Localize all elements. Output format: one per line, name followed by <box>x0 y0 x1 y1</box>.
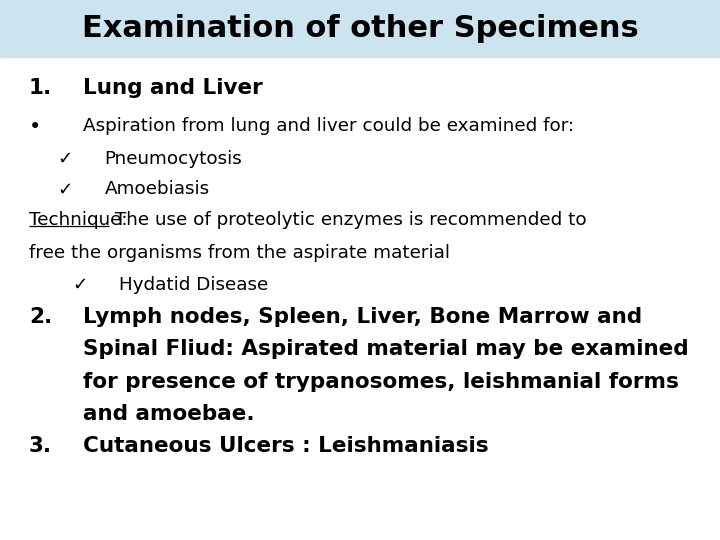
Text: and amoebae.: and amoebae. <box>83 404 254 424</box>
Text: 3.: 3. <box>29 436 52 456</box>
Text: Lymph nodes, Spleen, Liver, Bone Marrow and: Lymph nodes, Spleen, Liver, Bone Marrow … <box>83 307 642 327</box>
Text: Technique:: Technique: <box>29 211 127 229</box>
Text: Pneumocytosis: Pneumocytosis <box>104 150 242 167</box>
Text: Aspiration from lung and liver could be examined for:: Aspiration from lung and liver could be … <box>83 117 574 135</box>
Text: ✓: ✓ <box>58 180 73 198</box>
FancyBboxPatch shape <box>0 0 720 57</box>
Text: Lung and Liver: Lung and Liver <box>83 78 263 98</box>
Text: Hydatid Disease: Hydatid Disease <box>119 276 268 294</box>
Text: ✓: ✓ <box>58 150 73 167</box>
Text: 2.: 2. <box>29 307 52 327</box>
Text: for presence of trypanosomes, leishmanial forms: for presence of trypanosomes, leishmania… <box>83 372 679 392</box>
Text: ✓: ✓ <box>72 276 87 294</box>
Text: Examination of other Specimens: Examination of other Specimens <box>81 14 639 43</box>
Text: Amoebiasis: Amoebiasis <box>104 180 210 198</box>
Text: 1.: 1. <box>29 78 52 98</box>
Text: The use of proteolytic enzymes is recommended to: The use of proteolytic enzymes is recomm… <box>109 211 587 229</box>
Text: •: • <box>29 117 41 137</box>
Text: free the organisms from the aspirate material: free the organisms from the aspirate mat… <box>29 244 450 261</box>
Text: Cutaneous Ulcers : Leishmaniasis: Cutaneous Ulcers : Leishmaniasis <box>83 436 488 456</box>
Text: Spinal Fliud: Aspirated material may be examined: Spinal Fliud: Aspirated material may be … <box>83 339 688 359</box>
